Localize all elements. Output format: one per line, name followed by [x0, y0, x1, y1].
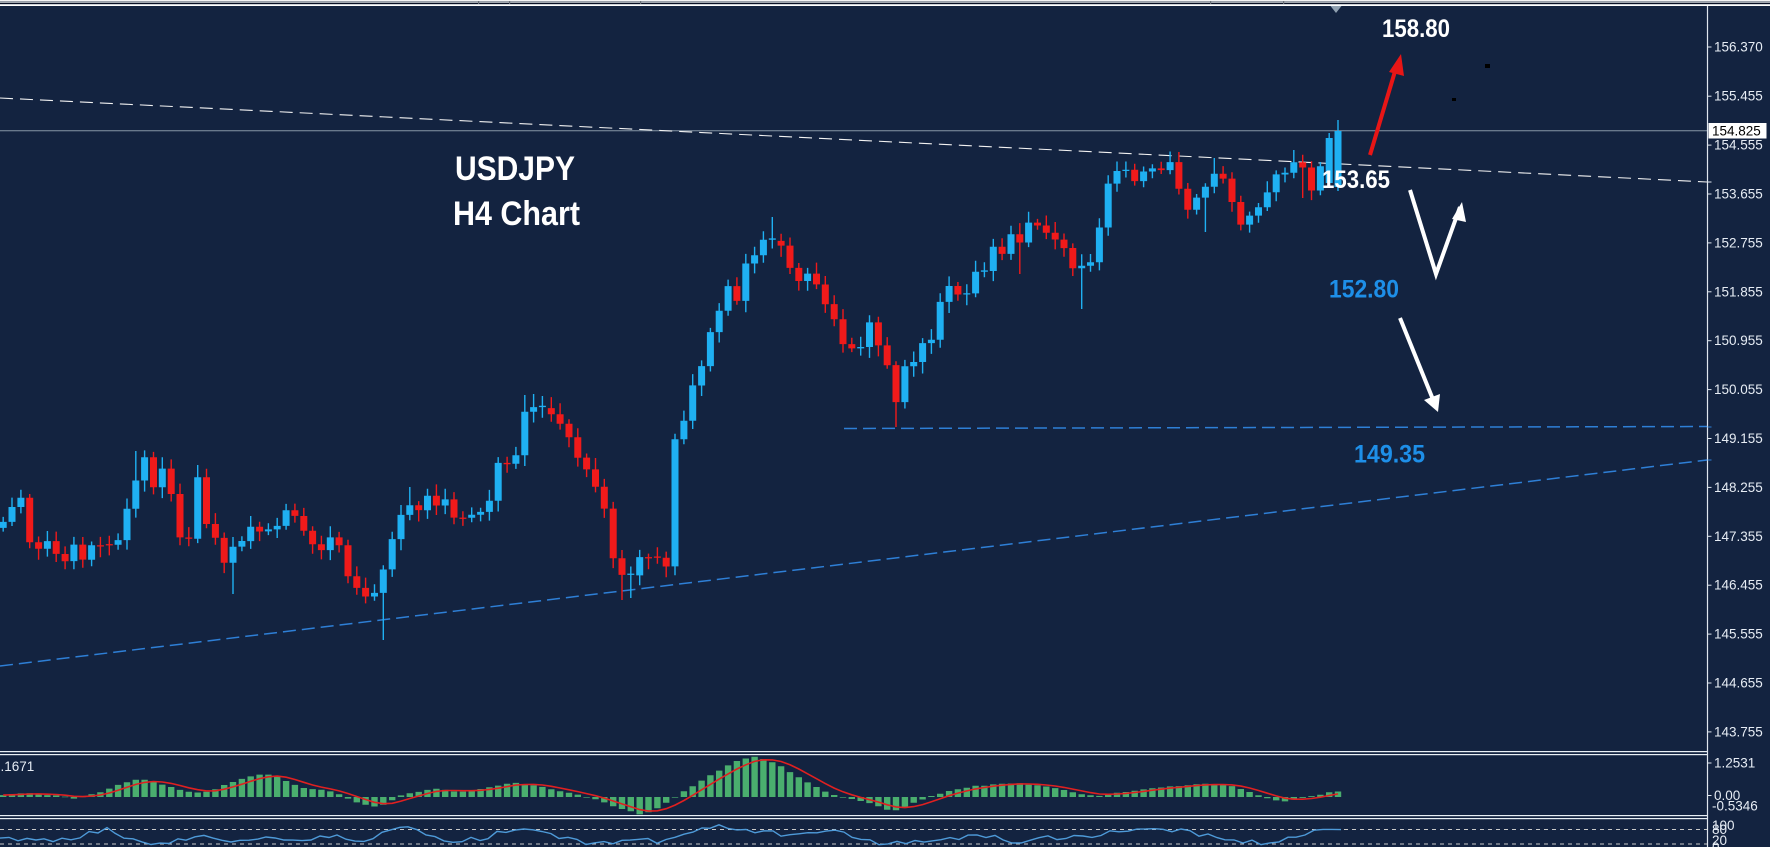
svg-text:156.370: 156.370	[1714, 40, 1763, 55]
svg-text:150.055: 150.055	[1714, 382, 1763, 397]
svg-text:152.80: 152.80	[1329, 276, 1399, 304]
svg-text:-0.5346: -0.5346	[1712, 799, 1758, 814]
svg-text:100: 100	[1712, 818, 1735, 833]
svg-text:151.855: 151.855	[1714, 284, 1763, 299]
svg-text:1.2531: 1.2531	[1714, 756, 1755, 771]
svg-text:USDJPY: USDJPY	[455, 150, 575, 188]
svg-text:147.355: 147.355	[1714, 529, 1763, 544]
svg-text:150.955: 150.955	[1714, 333, 1763, 348]
svg-text:153.655: 153.655	[1714, 187, 1763, 202]
svg-text:149.35: 149.35	[1354, 441, 1425, 469]
svg-text:146.455: 146.455	[1714, 578, 1763, 593]
svg-text:143.755: 143.755	[1714, 724, 1763, 739]
svg-text:155.455: 155.455	[1714, 89, 1763, 104]
svg-text:20: 20	[1712, 833, 1727, 847]
svg-text:0: 0	[1712, 840, 1720, 847]
svg-text:80: 80	[1712, 822, 1727, 837]
svg-text:158.80: 158.80	[1382, 15, 1450, 43]
svg-text:145.555: 145.555	[1714, 627, 1763, 642]
svg-text:149.155: 149.155	[1714, 431, 1763, 446]
svg-text:H4 Chart: H4 Chart	[453, 195, 580, 233]
svg-text:152.755: 152.755	[1714, 235, 1763, 250]
svg-text:148.255: 148.255	[1714, 480, 1763, 495]
svg-text:0.00: 0.00	[1714, 788, 1740, 803]
svg-text:153.65: 153.65	[1322, 166, 1390, 194]
svg-text:154.825: 154.825	[1712, 124, 1761, 139]
svg-text:0.1671: 0.1671	[0, 759, 34, 774]
svg-text:154.555: 154.555	[1714, 138, 1763, 153]
svg-text:144.655: 144.655	[1714, 676, 1763, 691]
